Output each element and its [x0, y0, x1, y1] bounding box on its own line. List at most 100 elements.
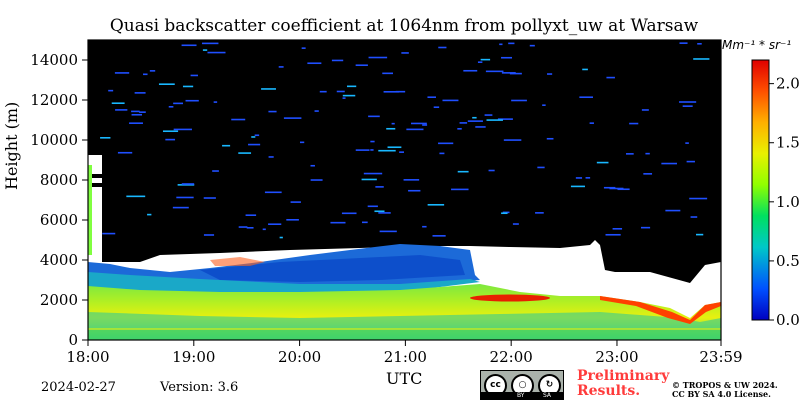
noise-speckle	[102, 232, 116, 235]
noise-speckle	[509, 72, 522, 75]
noise-speckle	[582, 68, 588, 71]
noise-speckle	[185, 99, 199, 102]
x-tick-label: 23:00	[595, 348, 638, 366]
noise-speckle	[201, 42, 219, 45]
noise-speckle	[331, 59, 344, 62]
noise-speckle	[177, 184, 195, 186]
cc-badge-by: BY	[517, 392, 525, 399]
noise-speckle	[301, 47, 306, 49]
noise-speckle	[203, 197, 216, 199]
left-edge-line	[88, 174, 102, 178]
noise-speckle	[111, 102, 125, 105]
noise-speckle	[248, 143, 261, 146]
y-axis-label: Height (m)	[2, 101, 21, 190]
noise-speckle	[131, 110, 140, 113]
noise-speckle	[529, 44, 535, 47]
noise-speckle	[535, 212, 544, 214]
noise-speckle	[108, 89, 114, 92]
noise-speckle	[502, 211, 510, 214]
license-line-2: CC BY SA 4.0 License.	[672, 389, 771, 399]
y-tick-label: 14000	[30, 51, 78, 69]
aerosol-edge	[210, 257, 265, 266]
noise-speckle	[661, 162, 678, 165]
noise-speckle	[689, 197, 708, 200]
noise-speckle	[173, 128, 192, 131]
noise-speckle	[368, 56, 388, 59]
noise-speckle	[546, 137, 554, 140]
noise-speckle	[382, 72, 393, 75]
noise-speckle	[645, 152, 650, 155]
chart-title: Quasi backscatter coefficient at 1064nm …	[109, 16, 699, 36]
noise-speckle	[245, 214, 257, 217]
y-tick-label: 8000	[40, 171, 78, 189]
noise-speckle	[134, 92, 146, 94]
preliminary-note: Preliminary Results.	[577, 369, 669, 399]
noise-speckle	[238, 226, 248, 228]
noise-speckle	[399, 151, 405, 153]
aerosol-transition	[88, 272, 480, 296]
noise-speckle	[143, 73, 148, 76]
noise-speckle	[451, 188, 469, 191]
noise-speckle	[411, 122, 427, 125]
noise-speckle	[342, 97, 346, 99]
noise-speckle	[361, 178, 377, 181]
noise-speckle	[422, 225, 427, 228]
x-tick-label: 20:00	[278, 348, 321, 366]
noise-speckle	[176, 196, 194, 199]
noise-speckle	[261, 88, 276, 90]
noise-speckle	[403, 179, 420, 181]
aerosol-layer-core	[200, 255, 465, 282]
noise-speckle	[442, 99, 459, 102]
noise-speckle	[427, 96, 436, 99]
noise-speckle	[488, 169, 495, 172]
noise-speckle	[686, 160, 695, 163]
noise-speckle	[679, 101, 697, 103]
noise-speckle	[383, 91, 400, 93]
colorbar-tick-label: 0.5	[776, 252, 800, 270]
noise-speckle	[278, 66, 284, 68]
preliminary-line-1: Preliminary	[577, 368, 670, 384]
noise-speckle	[626, 153, 634, 155]
noise-speckle	[336, 90, 345, 93]
colorbar-tick-label: 1.0	[776, 193, 800, 211]
colorbar-label: Mm⁻¹ * sr⁻¹	[722, 38, 792, 52]
noise-speckle	[375, 186, 384, 188]
noise-speckle	[355, 149, 370, 151]
noise-speckle	[511, 99, 527, 102]
noise-speckle	[342, 94, 356, 97]
noise-speckle	[172, 206, 189, 209]
colorbar-tick-label: 0.0	[776, 311, 800, 329]
noise-speckle	[682, 105, 693, 107]
noise-speckle	[679, 42, 688, 44]
noise-speckle	[617, 188, 630, 191]
high-backscatter-spot	[470, 294, 550, 302]
noise-speckle	[499, 43, 503, 46]
noise-speckle	[203, 234, 215, 236]
noise-speckle	[605, 233, 621, 236]
noise-speckle	[547, 73, 553, 75]
noise-speckle	[665, 209, 681, 212]
noise-speckle	[475, 126, 486, 128]
noise-speckle	[370, 140, 375, 143]
noise-speckle	[363, 172, 383, 175]
noise-speckle	[290, 201, 301, 203]
noise-speckle	[222, 144, 231, 147]
noise-speckle	[268, 223, 282, 226]
noise-speckle	[262, 228, 266, 231]
noise-speckle	[319, 90, 327, 93]
version-label: Version: 3.6	[160, 380, 239, 395]
x-axis-label: UTC	[386, 369, 423, 388]
noise-speckle	[503, 139, 522, 141]
noise-speckle	[512, 223, 519, 225]
noise-speckle	[579, 96, 593, 99]
noise-speckle	[310, 179, 323, 181]
noise-speckle	[378, 212, 391, 214]
x-tick-label: 22:00	[490, 348, 533, 366]
noise-speckle	[497, 118, 513, 120]
noise-speckle	[433, 106, 440, 109]
noise-speckle	[585, 177, 591, 179]
noise-speckle	[307, 62, 322, 65]
noise-speckle	[378, 149, 396, 152]
noise-speckle	[391, 122, 395, 125]
